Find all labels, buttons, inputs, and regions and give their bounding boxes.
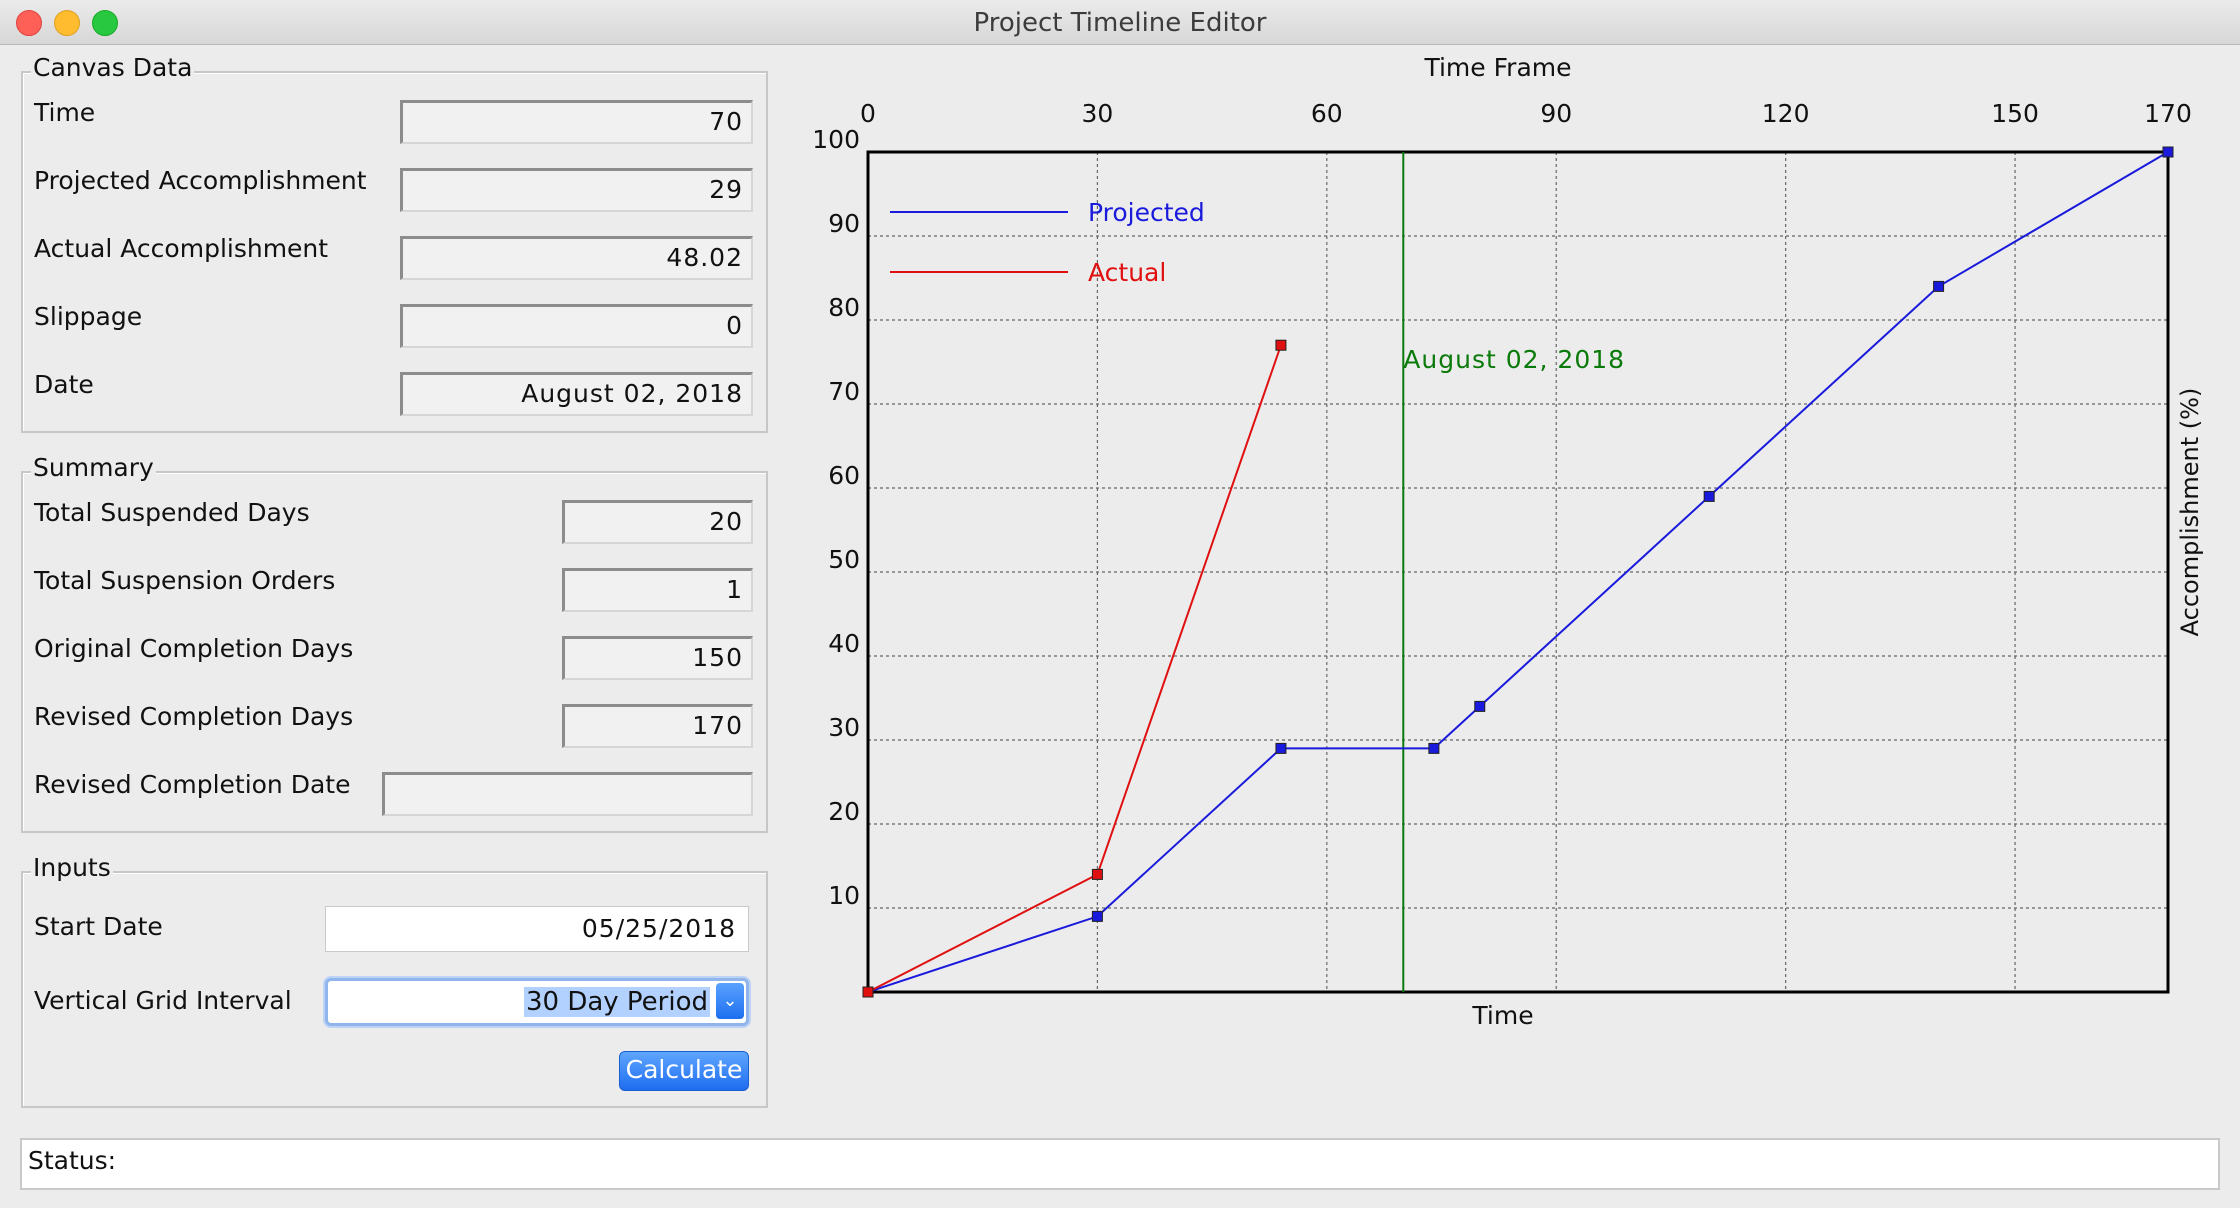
start-date-label: Start Date	[34, 912, 163, 941]
projected-accomplishment-field[interactable]: 29	[400, 168, 753, 212]
current-date-marker-label: August 02, 2018	[1403, 345, 1625, 374]
y-tick-label: 10	[828, 881, 860, 910]
vertical-grid-interval-label: Vertical Grid Interval	[34, 986, 292, 1015]
vertical-grid-interval-select[interactable]: 30 Day Period ⌄	[325, 978, 749, 1026]
original-completion-days-field[interactable]: 150	[562, 636, 753, 680]
data-point-projected	[1275, 742, 1287, 754]
projected-accomplishment-label: Projected Accomplishment	[34, 166, 367, 195]
data-point-actual	[1275, 339, 1287, 351]
total-suspension-orders-field[interactable]: 1	[562, 568, 753, 612]
x-tick-label: 120	[1762, 99, 1810, 128]
calculate-button[interactable]: Calculate	[619, 1051, 749, 1091]
y-tick-label: 100	[812, 125, 860, 154]
total-suspended-days-field[interactable]: 20	[562, 500, 753, 544]
original-completion-days-label: Original Completion Days	[34, 634, 354, 663]
x-tick-label: 30	[1082, 99, 1114, 128]
y-tick-label: 30	[828, 713, 860, 742]
plot-frame	[866, 150, 2170, 994]
x-tick-label: 170	[2144, 99, 2192, 128]
total-suspension-orders-label: Total Suspension Orders	[34, 566, 336, 595]
close-window-button[interactable]	[16, 10, 42, 36]
chevron-down-icon[interactable]: ⌄	[716, 983, 744, 1019]
window-title: Project Timeline Editor	[973, 8, 1267, 38]
y-tick-label: 80	[828, 293, 860, 322]
summary-group: Summary	[21, 453, 768, 833]
date-label: Date	[34, 370, 94, 399]
start-date-input[interactable]: 05/25/2018	[325, 906, 749, 952]
slippage-field[interactable]: 0	[400, 304, 753, 348]
chart-title: Time Frame	[1423, 53, 1571, 82]
x-tick-label: 90	[1540, 99, 1572, 128]
y-tick-label: 90	[828, 209, 860, 238]
x-tick-label: 60	[1311, 99, 1343, 128]
canvas-data-title: Canvas Data	[31, 53, 195, 82]
actual-accomplishment-field[interactable]: 48.02	[400, 236, 753, 280]
data-point-projected	[1091, 910, 1103, 922]
x-tick-label: 150	[1991, 99, 2039, 128]
summary-title: Summary	[31, 453, 156, 482]
total-suspended-days-label: Total Suspended Days	[34, 498, 310, 527]
data-point-projected	[1428, 742, 1440, 754]
y-axis-label: Accomplishment (%)	[2176, 388, 2204, 637]
date-field[interactable]: August 02, 2018	[400, 372, 753, 416]
selected-option: 30 Day Period	[523, 987, 710, 1017]
zoom-window-button[interactable]	[92, 10, 118, 36]
slippage-label: Slippage	[34, 302, 143, 331]
revised-completion-date-label: Revised Completion Date	[34, 770, 351, 799]
revised-completion-days-field[interactable]: 170	[562, 704, 753, 748]
data-point-actual	[862, 986, 874, 998]
x-axis-label: Time	[1471, 1001, 1533, 1030]
y-tick-label: 60	[828, 461, 860, 490]
legend-label-projected: Projected	[1088, 198, 1205, 227]
status-label: Status:	[28, 1146, 117, 1175]
data-point-projected	[2162, 146, 2174, 158]
y-tick-label: 20	[828, 797, 860, 826]
time-field[interactable]: 70	[400, 100, 753, 144]
data-point-actual	[1091, 868, 1103, 880]
title-bar: Project Timeline Editor	[0, 0, 2240, 45]
revised-completion-days-label: Revised Completion Days	[34, 702, 354, 731]
status-bar: Status:	[20, 1138, 2220, 1190]
time-label: Time	[34, 98, 96, 127]
data-point-projected	[1703, 490, 1715, 502]
timeline-chart: Time Frame 0 30 60 90 120 150 170 10 20 30 40 50 60 70…	[812, 53, 2204, 1030]
data-point-projected	[1933, 280, 1945, 292]
revised-completion-date-field[interactable]	[382, 772, 753, 816]
inputs-group: Inputs	[21, 853, 768, 1108]
series-line-projected	[867, 151, 2169, 993]
legend-label-actual: Actual	[1088, 258, 1166, 287]
inputs-title: Inputs	[31, 853, 113, 882]
y-tick-label: 70	[828, 377, 860, 406]
minimize-window-button[interactable]	[54, 10, 80, 36]
y-tick-label: 40	[828, 629, 860, 658]
canvas-data-group: Canvas Data	[21, 53, 768, 433]
data-point-projected	[1474, 700, 1486, 712]
actual-accomplishment-label: Actual Accomplishment	[34, 234, 329, 263]
x-tick-label: 0	[860, 99, 876, 128]
y-tick-label: 50	[828, 545, 860, 574]
